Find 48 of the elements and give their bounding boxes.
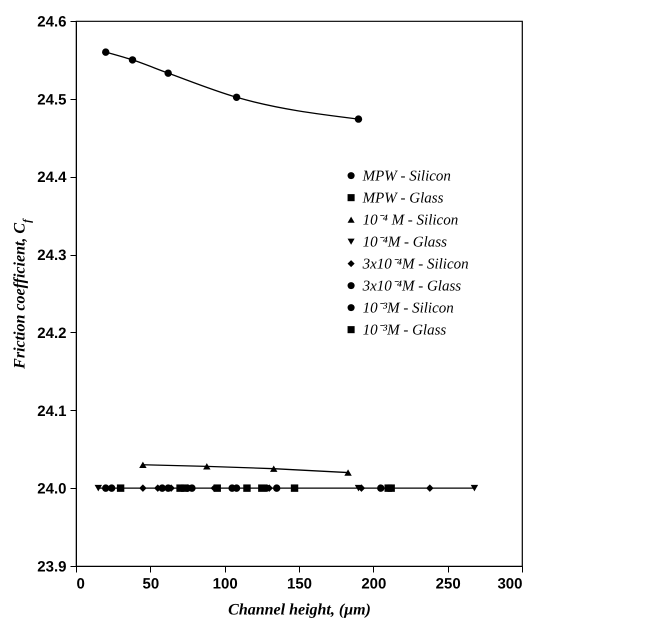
point (377, 484, 384, 492)
point (387, 484, 395, 492)
legend-label: 10⁻⁴ M - Silicon (362, 212, 458, 229)
x-tick-label: 300 (497, 576, 522, 592)
point (354, 115, 362, 123)
point (426, 484, 434, 492)
x-tick-label: 200 (361, 576, 386, 592)
point (116, 484, 124, 492)
point (470, 484, 478, 492)
point (290, 484, 298, 492)
point (139, 462, 147, 468)
point (139, 484, 147, 492)
x-axis-title: Channel height, (μm) (228, 602, 371, 618)
y-tick-label: 24.6 (37, 14, 66, 30)
x-tick-label: 50 (142, 576, 160, 592)
legend-label: 3x10⁻⁴M - Silicon (362, 256, 469, 273)
point (203, 463, 211, 470)
point (164, 69, 172, 77)
point (272, 484, 280, 492)
x-tick-label: 250 (436, 576, 461, 592)
point (344, 469, 352, 476)
point (270, 465, 278, 472)
x-tick-label: 100 (212, 576, 238, 592)
legend-label: 10⁻³M - Glass (362, 322, 446, 339)
y-tick-label: 23.9 (37, 558, 66, 576)
x-tick-label: 150 (286, 576, 312, 592)
legend-label: 10⁻³M - Silicon (362, 300, 454, 317)
point (128, 56, 136, 64)
x-tick-label: 0 (76, 576, 85, 592)
y-tick-label: 24.3 (37, 247, 66, 264)
point (108, 484, 116, 492)
point (94, 484, 102, 492)
legend-label: MPW - Glass (362, 190, 444, 207)
y-tick-label: 24.4 (37, 169, 68, 186)
point (232, 94, 240, 101)
legend-label: 10⁻⁴M - Glass (362, 234, 448, 251)
y-tick-label: 24.2 (37, 324, 66, 342)
point (214, 484, 221, 492)
legend-label: 3x10⁻⁴M - Glass (362, 278, 462, 295)
point (243, 484, 251, 492)
y-tick-label: 24.5 (37, 91, 66, 108)
point (258, 484, 266, 492)
y-tick-label: 24.1 (37, 402, 66, 420)
y-tick-label: 24.0 (37, 480, 66, 498)
point (176, 484, 184, 492)
point (102, 48, 110, 56)
legend-label: MPW - Silicon (362, 168, 451, 185)
point (158, 484, 166, 492)
